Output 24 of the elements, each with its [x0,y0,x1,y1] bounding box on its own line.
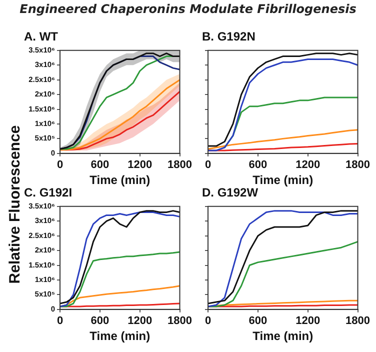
chart-title: D. G192W [202,186,259,200]
x-tick-label: 1200 [296,159,320,172]
y-axis-title: Relative Fluorescence [6,124,24,286]
x-axis-title: Time (min) [252,173,314,188]
x-tick-label: 600 [90,315,110,328]
x-tick-label: 600 [248,315,268,328]
x-tick-label: 1200 [128,315,152,328]
x-tick-label: 600 [248,159,268,172]
chart-title: B. G192N [202,30,256,44]
x-tick-label: 0 [204,315,212,328]
x-axis-title: Time (min) [90,329,150,344]
x-tick-label: 1800 [346,159,370,172]
chart-title: A. WT [24,30,59,44]
x-tick-label: 0 [204,159,212,172]
x-axis-title: Time (min) [90,173,150,188]
x-axis-title: Time (min) [252,329,314,344]
chart-title: C. G192I [24,186,72,200]
x-tick-label: 1200 [128,159,152,172]
x-tick-label: 1800 [346,315,370,328]
x-tick-label: 600 [90,159,110,172]
x-tick-label: 1800 [168,315,192,328]
x-tick-label: 1200 [296,315,320,328]
text: Engineered Chaperonins Modulate Fibrillogenesis [18,2,358,16]
x-tick-label: 1800 [168,159,192,172]
